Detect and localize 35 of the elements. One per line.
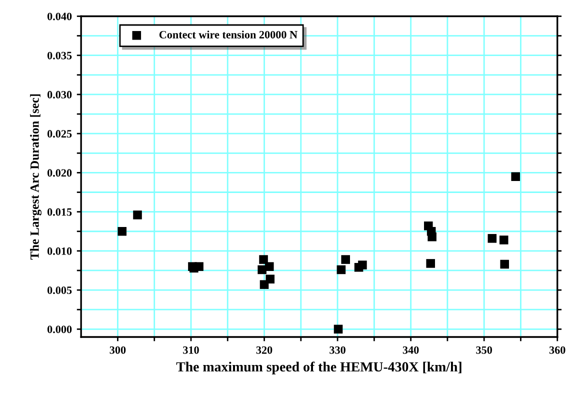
point xyxy=(428,232,436,242)
point xyxy=(133,210,142,220)
point xyxy=(194,262,204,271)
point xyxy=(499,236,508,244)
x-tick-label: 320 xyxy=(256,346,272,354)
y-tick-label: 0.015 xyxy=(47,208,72,216)
point xyxy=(511,172,520,181)
point xyxy=(334,324,343,334)
point xyxy=(341,255,350,264)
x-tick-label: 300 xyxy=(110,346,126,354)
x-tick-label: 360 xyxy=(549,346,566,354)
y-tick-label: 0.040 xyxy=(47,12,72,20)
point xyxy=(488,234,497,243)
y-tick-label: 0.000 xyxy=(47,326,72,334)
point xyxy=(118,226,127,236)
legend-label: Contect wire tension 20000 N xyxy=(159,30,298,38)
y-tick-label: 0.035 xyxy=(47,52,72,60)
x-axis-title: The maximum speed of the HEMU-430X [km/h] xyxy=(176,362,462,374)
y-tick-label: 0.005 xyxy=(47,286,72,294)
point xyxy=(426,259,435,268)
point xyxy=(358,260,367,270)
x-tick-label: 350 xyxy=(476,346,492,354)
y-tick-label: 0.030 xyxy=(47,90,72,98)
point xyxy=(336,265,346,274)
y-tick-label: 0.010 xyxy=(47,247,72,255)
point xyxy=(266,274,275,284)
point xyxy=(265,262,274,271)
y-tick-label: 0.020 xyxy=(47,169,72,177)
y-tick-label: 0.025 xyxy=(47,130,72,138)
point xyxy=(500,260,509,269)
x-tick-label: 330 xyxy=(330,346,346,354)
point xyxy=(259,255,268,264)
x-tick-label: 310 xyxy=(183,346,199,354)
y-axis-title: The Largest Arc Duration [sec] xyxy=(30,94,42,260)
x-tick-label: 340 xyxy=(402,346,419,354)
